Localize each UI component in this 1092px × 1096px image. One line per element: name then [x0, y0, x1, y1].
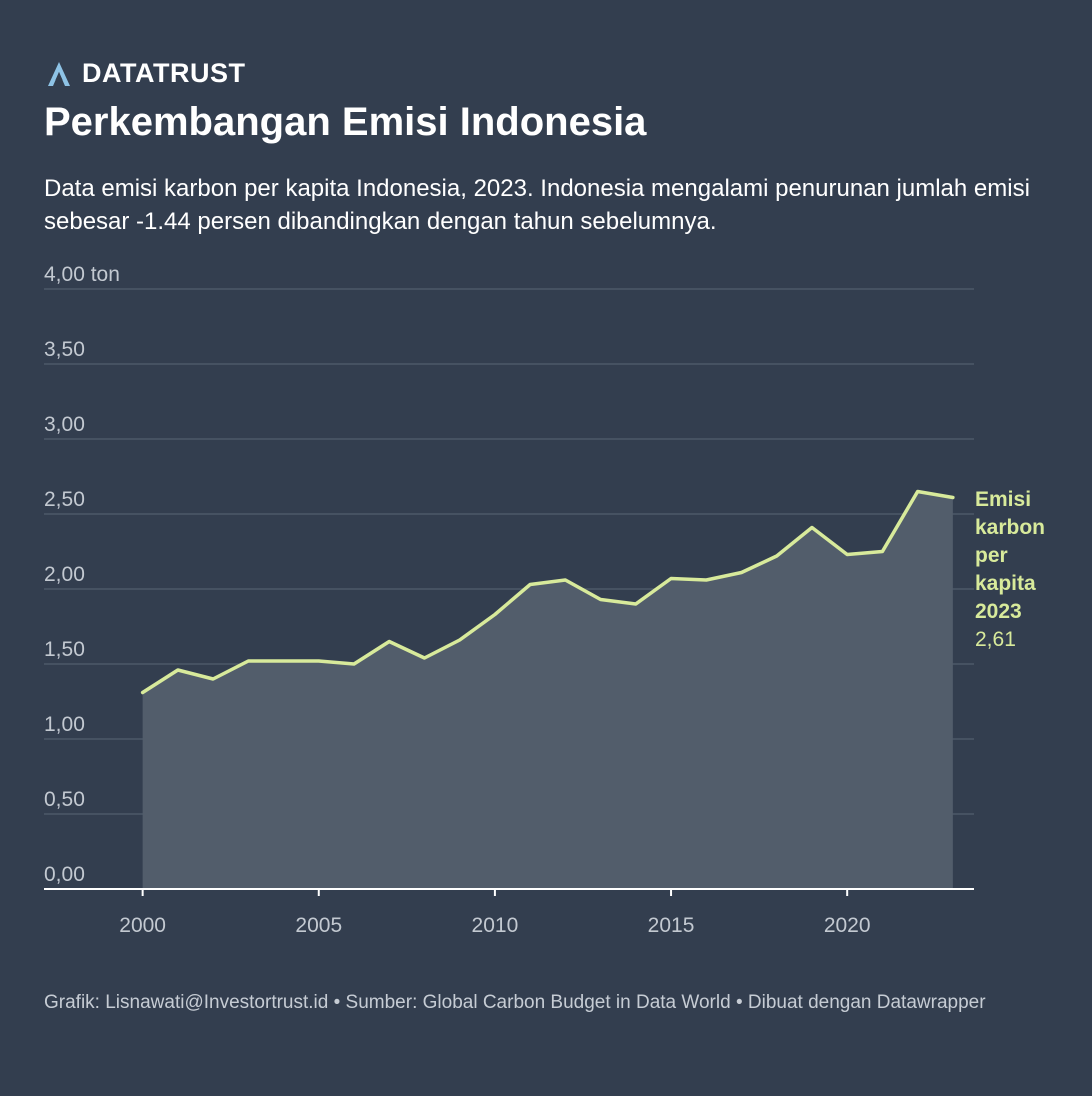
page-subtitle: Data emisi karbon per kapita Indonesia, …	[44, 175, 1030, 235]
brand-name: DATATRUST	[82, 58, 246, 88]
annotation-value: 2,61	[975, 628, 1016, 651]
y-tick-label: 0,00	[44, 863, 85, 886]
y-tick-label: 1,00	[44, 713, 85, 736]
y-tick-label: 3,50	[44, 338, 85, 361]
y-tick-label: 0,50	[44, 788, 85, 811]
annotation-label-line: karbon	[975, 516, 1045, 539]
series-area	[142, 491, 953, 889]
annotation-label-line: per	[975, 544, 1008, 567]
footer-credit: Grafik: Lisnawati@Investortrust.id • Sum…	[44, 992, 986, 1013]
annotation-label-line: kapita	[975, 572, 1036, 595]
y-tick-label: 1,50	[44, 638, 85, 661]
annotation-label-line: Emisi	[975, 488, 1031, 511]
line-chart: 0,00 0,50 1,00 1,50 2,00 2,50 3,00 3,50 4,00 ton…	[44, 263, 1045, 937]
y-tick-label: 2,00	[44, 563, 85, 586]
x-tick-label: 2000	[119, 914, 166, 937]
annotation-label-line: 2023	[975, 600, 1022, 623]
brand: DATATRUST	[46, 58, 245, 89]
x-tick-label: 2015	[648, 914, 695, 937]
y-tick-label: 3,00	[44, 413, 85, 436]
datatrust-logo-icon	[48, 61, 70, 86]
x-tick-label: 2005	[295, 914, 342, 937]
x-tick-label: 2010	[472, 914, 519, 937]
x-tick-label: 2020	[824, 914, 871, 937]
series-line	[140, 489, 955, 695]
y-tick-label: 2,50	[44, 488, 85, 511]
page-title: Perkembangan Emisi Indonesia	[44, 100, 647, 144]
y-tick-label: 4,00 ton	[44, 263, 120, 286]
